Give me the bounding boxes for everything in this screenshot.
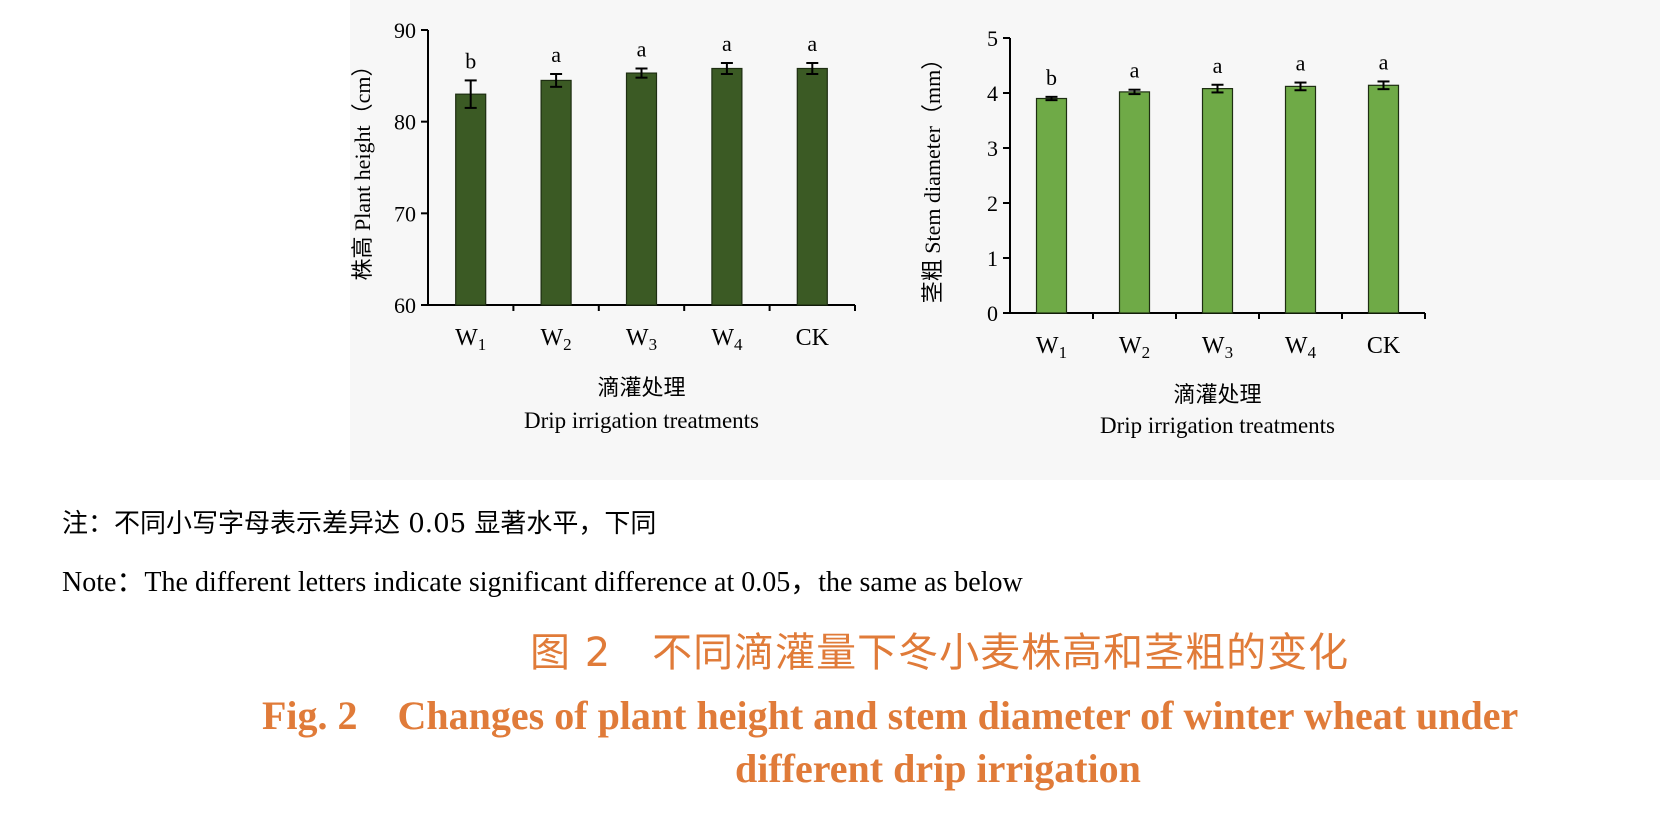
x-tick-label: W2 [541,325,572,354]
y-tick-label: 0 [987,301,998,326]
x-tick-label: CK [1367,333,1401,359]
x-tick-label: W1 [1036,333,1067,362]
significance-letter: a [1213,53,1223,78]
significance-letter: b [1046,65,1057,90]
x-tick-label: W1 [455,325,486,354]
significance-letter: b [465,48,476,73]
y-axis-label: 茎粗 Stem diameter（mm） [920,48,945,303]
note-english: Note：The different letters indicate sign… [62,567,1023,598]
bar [1118,91,1151,314]
significance-letter: a [807,31,817,56]
y-tick-label: 1 [987,246,998,271]
x-axis-label-en: Drip irrigation treatments [524,408,759,433]
note-chinese: 注：不同小写字母表示差异达 0.05 显著水平，下同 [62,509,657,539]
x-tick-label: W3 [626,325,657,354]
x-tick-label: W2 [1119,333,1150,362]
bar [711,67,743,306]
x-tick-label: W3 [1202,333,1233,362]
charts-svg: 60 70 80 90 株高 Plant height（cm） b W1 a W2 a W3 a W4 a… [350,18,1426,438]
caption-english-line1: Fig. 2 Changes of plant height and stem … [262,693,1519,738]
caption-chinese: 图 2 不同滴灌量下冬小麦株高和茎粗的变化 [530,630,1350,676]
x-tick-label: W4 [711,325,743,354]
x-axis-label-en: Drip irrigation treatments [1100,413,1335,438]
y-tick-label: 60 [394,293,416,318]
bar [1367,84,1400,314]
x-axis-label-cn: 滴灌处理 [1173,382,1261,407]
y-tick-label: 4 [987,81,998,106]
significance-letter: a [722,31,732,56]
y-tick-label: 5 [987,26,998,51]
plant-height-chart: 60 70 80 90 株高 Plant height（cm） b W1 a W2 a W3 a W4 a… [350,18,856,433]
chart-panel: 60 70 80 90 株高 Plant height（cm） b W1 a W2 a W3 a W4 a… [350,0,1660,480]
significance-letter: a [1379,49,1389,74]
bar [540,79,572,306]
y-tick-label: 2 [987,191,998,216]
significance-letter: a [1296,51,1306,76]
significance-letter: a [551,42,561,67]
x-tick-label: CK [796,325,830,351]
stem-diameter-chart: 0 1 2 3 4 5 茎粗 Stem diameter（mm） b W1 a W2 a W3 a W4 a C… [920,26,1426,438]
bar [1035,97,1068,314]
caption-english-line2: different drip irrigation [735,746,1141,791]
x-tick-label: W4 [1285,333,1317,362]
significance-letter: a [1130,58,1140,83]
y-tick-label: 70 [394,201,416,226]
y-tick-label: 80 [394,110,416,135]
bar [1284,85,1317,314]
y-tick-label: 90 [394,18,416,43]
y-tick-label: 3 [987,136,998,161]
y-axis-label: 株高 Plant height（cm） [350,54,375,280]
bar [1201,87,1234,314]
bar [455,93,487,306]
bar [625,72,658,306]
significance-letter: a [637,37,647,62]
x-axis-label-cn: 滴灌处理 [597,375,685,400]
bar [796,67,828,306]
